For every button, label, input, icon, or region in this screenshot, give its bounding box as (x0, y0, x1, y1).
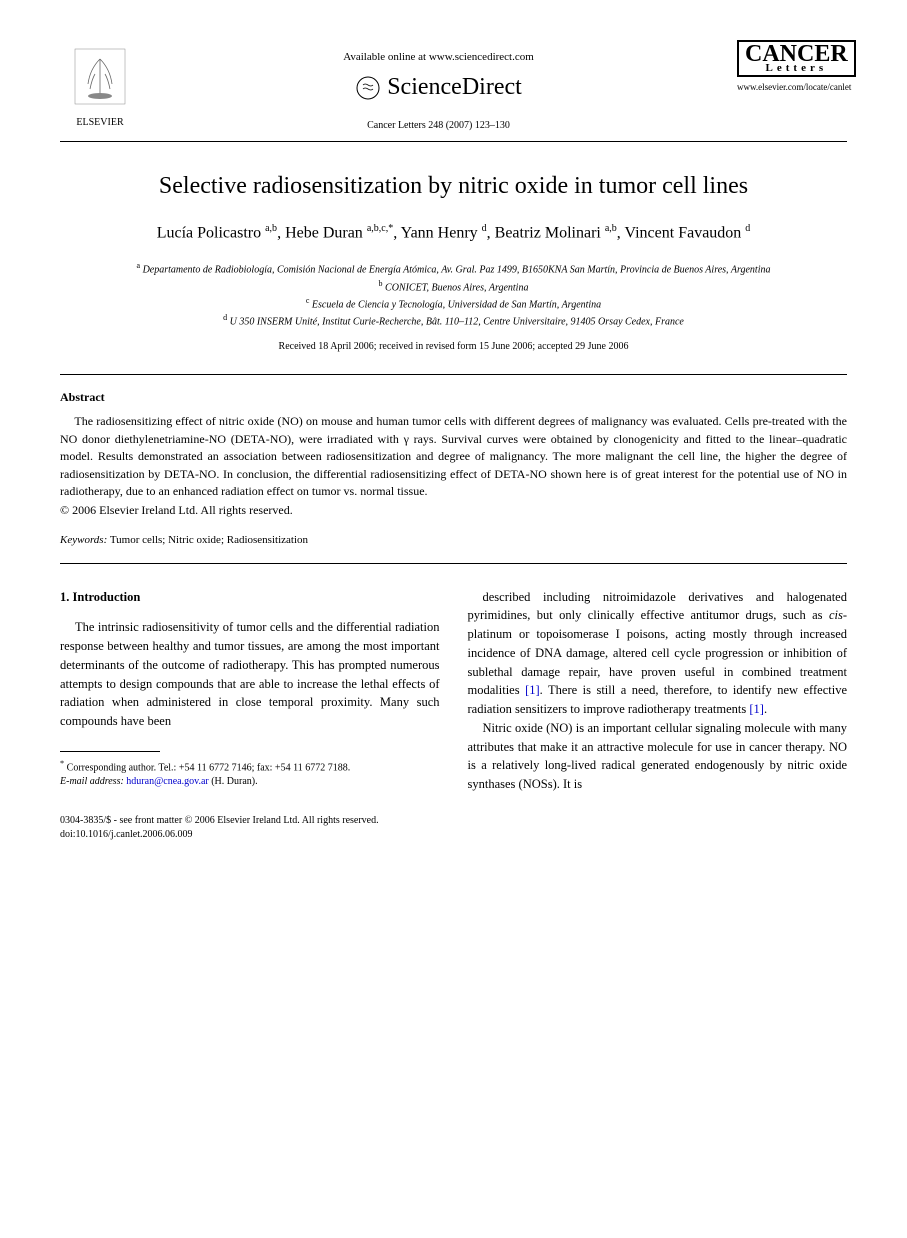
email-line: E-mail address: hduran@cnea.gov.ar (H. D… (60, 775, 440, 789)
center-header: Available online at www.sciencedirect.co… (140, 40, 737, 133)
affiliation-a: a Departamento de Radiobiología, Comisió… (60, 260, 847, 277)
header-row: ELSEVIER Available online at www.science… (60, 40, 847, 133)
right-column: described including nitroimidazole deriv… (468, 588, 848, 794)
article-dates: Received 18 April 2006; received in revi… (60, 340, 847, 354)
journal-url: www.elsevier.com/locate/canlet (737, 81, 847, 94)
affiliations-block: a Departamento de Radiobiología, Comisió… (60, 260, 847, 329)
elsevier-logo: ELSEVIER (60, 40, 140, 130)
affiliation-b: b CONICET, Buenos Aires, Argentina (60, 278, 847, 295)
cancer-logo-box: CANCER Letters (737, 40, 856, 77)
footer-copyright: 0304-3835/$ - see front matter © 2006 El… (60, 814, 847, 828)
elsevier-text: ELSEVIER (76, 116, 123, 130)
authors-line: Lucía Policastro a,b, Hebe Duran a,b,c,*… (60, 222, 847, 245)
abstract-heading: Abstract (60, 389, 847, 406)
available-online-text: Available online at www.sciencedirect.co… (140, 50, 737, 65)
body-columns: 1. Introduction The intrinsic radiosensi… (60, 588, 847, 794)
email-address[interactable]: hduran@cnea.gov.ar (126, 776, 208, 787)
intro-para-2: described including nitroimidazole deriv… (468, 588, 848, 719)
intro-para-1: The intrinsic radiosensitivity of tumor … (60, 618, 440, 731)
sciencedirect-brand: ScienceDirect (140, 71, 737, 105)
elsevier-tree-icon (70, 44, 130, 114)
email-author-name: (H. Duran). (211, 776, 257, 787)
abstract-copyright: © 2006 Elsevier Ireland Ltd. All rights … (60, 502, 847, 519)
sciencedirect-text: ScienceDirect (387, 71, 522, 105)
abstract-text: The radiosensitizing effect of nitric ox… (60, 413, 847, 500)
keywords-label: Keywords: (60, 534, 107, 546)
ref-1b[interactable]: [1] (749, 702, 764, 716)
header-rule (60, 141, 847, 142)
affiliation-d: d U 350 INSERM Unité, Institut Curie-Rec… (60, 312, 847, 329)
keywords-text: Tumor cells; Nitric oxide; Radiosensitiz… (110, 534, 308, 546)
footer-doi: doi:10.1016/j.canlet.2006.06.009 (60, 828, 847, 842)
left-column: 1. Introduction The intrinsic radiosensi… (60, 588, 440, 794)
citation-text: Cancer Letters 248 (2007) 123–130 (140, 119, 737, 133)
cancer-letters-logo: CANCER Letters www.elsevier.com/locate/c… (737, 40, 847, 94)
email-label: E-mail address: (60, 776, 124, 787)
intro-heading: 1. Introduction (60, 588, 440, 607)
keywords-line: Keywords: Tumor cells; Nitric oxide; Rad… (60, 533, 847, 548)
corresponding-author-note: * Corresponding author. Tel.: +54 11 677… (60, 758, 440, 775)
intro-para-3: Nitric oxide (NO) is an important cellul… (468, 719, 848, 794)
page-footer: 0304-3835/$ - see front matter © 2006 El… (60, 814, 847, 842)
footnote-rule (60, 751, 160, 752)
abstract-top-rule (60, 374, 847, 375)
abstract-bottom-rule (60, 563, 847, 564)
affiliation-c: c Escuela de Ciencia y Tecnología, Unive… (60, 295, 847, 312)
article-title: Selective radiosensitization by nitric o… (60, 170, 847, 204)
sciencedirect-icon (355, 75, 381, 101)
ref-1a[interactable]: [1] (525, 683, 540, 697)
footnotes-block: * Corresponding author. Tel.: +54 11 677… (60, 758, 440, 789)
